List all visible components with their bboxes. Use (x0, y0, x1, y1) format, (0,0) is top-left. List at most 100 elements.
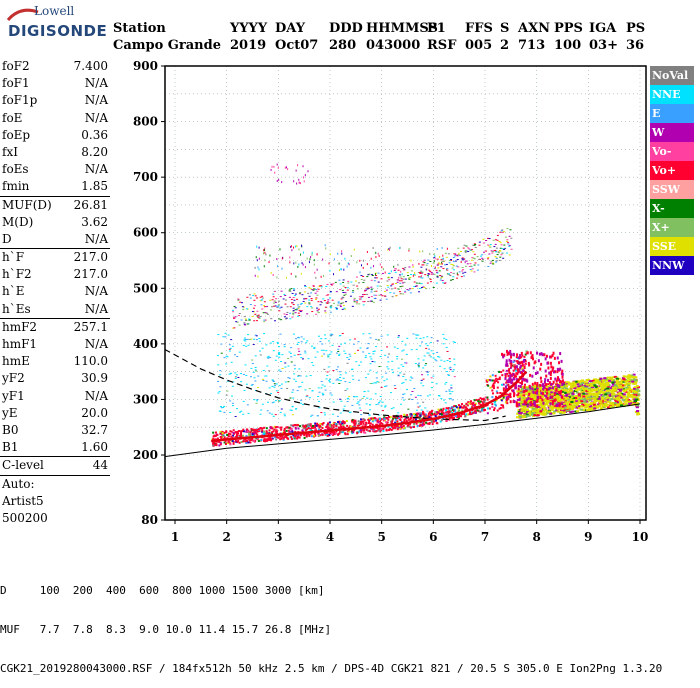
echo-point (375, 430, 378, 433)
echo-point (605, 397, 609, 400)
echo-point (246, 404, 249, 406)
echo-point (387, 425, 390, 428)
echo-point (278, 400, 281, 402)
echo-point (413, 281, 416, 283)
echo-point (303, 436, 306, 439)
echo-point (417, 421, 420, 424)
echo-point (440, 408, 443, 411)
echo-point (623, 400, 627, 403)
echo-point (430, 421, 433, 424)
param-value: 257.1 (73, 319, 108, 334)
echo-point (496, 239, 499, 241)
echo-point (301, 381, 304, 383)
echo-point (580, 405, 584, 408)
echo-point (306, 313, 309, 315)
echo-point (290, 361, 293, 363)
echo-point (333, 423, 336, 426)
echo-point (400, 270, 402, 273)
echo-point (227, 440, 230, 443)
echo-point (457, 417, 460, 420)
echo-point (265, 253, 267, 256)
echo-point (282, 437, 285, 440)
echo-point (290, 288, 293, 290)
echo-point (491, 389, 494, 392)
echo-point (405, 362, 408, 364)
echo-point (288, 426, 291, 429)
param-label: Artist5 (2, 493, 44, 508)
echo-point (369, 422, 372, 425)
echo-point (446, 419, 449, 422)
echo-point (379, 263, 381, 266)
echo-point (245, 374, 248, 376)
echo-point (494, 249, 497, 251)
echo-point (335, 430, 338, 433)
echo-point (612, 397, 616, 400)
param-label: 500200 (2, 510, 48, 525)
echo-point (427, 275, 429, 278)
echo-point (433, 412, 436, 415)
echo-point (350, 281, 353, 283)
echo-point (460, 406, 463, 409)
echo-point (557, 407, 561, 410)
echo-point (526, 386, 530, 389)
echo-point (321, 384, 324, 386)
echo-point (279, 296, 282, 298)
echo-point (506, 352, 509, 356)
echo-point (566, 398, 570, 401)
echo-point (338, 432, 341, 435)
echo-point (384, 354, 387, 356)
echo-point (417, 364, 420, 366)
echo-point (478, 258, 481, 260)
echo-point (495, 257, 498, 259)
echo-point (223, 431, 226, 434)
echo-point (293, 373, 296, 375)
legend-item-nnw: NNW (650, 256, 694, 275)
echo-point (373, 417, 376, 420)
baseline-curve (164, 403, 641, 458)
echo-point (240, 440, 243, 443)
echo-point (330, 283, 333, 285)
echo-point (586, 383, 590, 386)
echo-point (610, 398, 614, 401)
echo-point (456, 415, 459, 418)
echo-point (245, 434, 248, 437)
echo-point (513, 392, 516, 396)
echo-point (428, 411, 431, 414)
echo-point (416, 415, 419, 418)
echo-point (555, 387, 558, 391)
echo-point (325, 378, 328, 380)
echo-point (353, 299, 356, 301)
echo-point (362, 266, 364, 269)
echo-point (519, 381, 522, 384)
echo-point (540, 391, 543, 395)
echo-point (332, 382, 335, 384)
echo-point (524, 396, 528, 399)
echo-point (328, 421, 331, 424)
echo-point (261, 430, 264, 433)
echo-point (415, 337, 418, 339)
echo-point (463, 412, 466, 415)
echo-point (574, 380, 578, 383)
echo-point (442, 257, 444, 260)
echo-point (234, 376, 237, 378)
echo-point (292, 333, 295, 335)
echo-point (292, 313, 295, 315)
echo-point (540, 362, 543, 366)
echo-point (253, 432, 256, 435)
echo-point (235, 374, 238, 376)
echo-point (600, 388, 604, 391)
echo-point (362, 422, 365, 425)
echo-point (535, 398, 539, 401)
echo-point (575, 403, 579, 406)
echo-point (377, 421, 380, 424)
echo-point (253, 377, 256, 379)
param-row: h`F 217.0 (0, 249, 110, 266)
echo-point (316, 294, 319, 296)
echo-point (281, 181, 283, 184)
echo-point (405, 419, 408, 422)
echo-point (422, 410, 425, 413)
param-row: h`E N/A (0, 283, 110, 300)
echo-point (582, 408, 586, 411)
echo-point (541, 412, 545, 415)
echo-point (336, 304, 339, 306)
